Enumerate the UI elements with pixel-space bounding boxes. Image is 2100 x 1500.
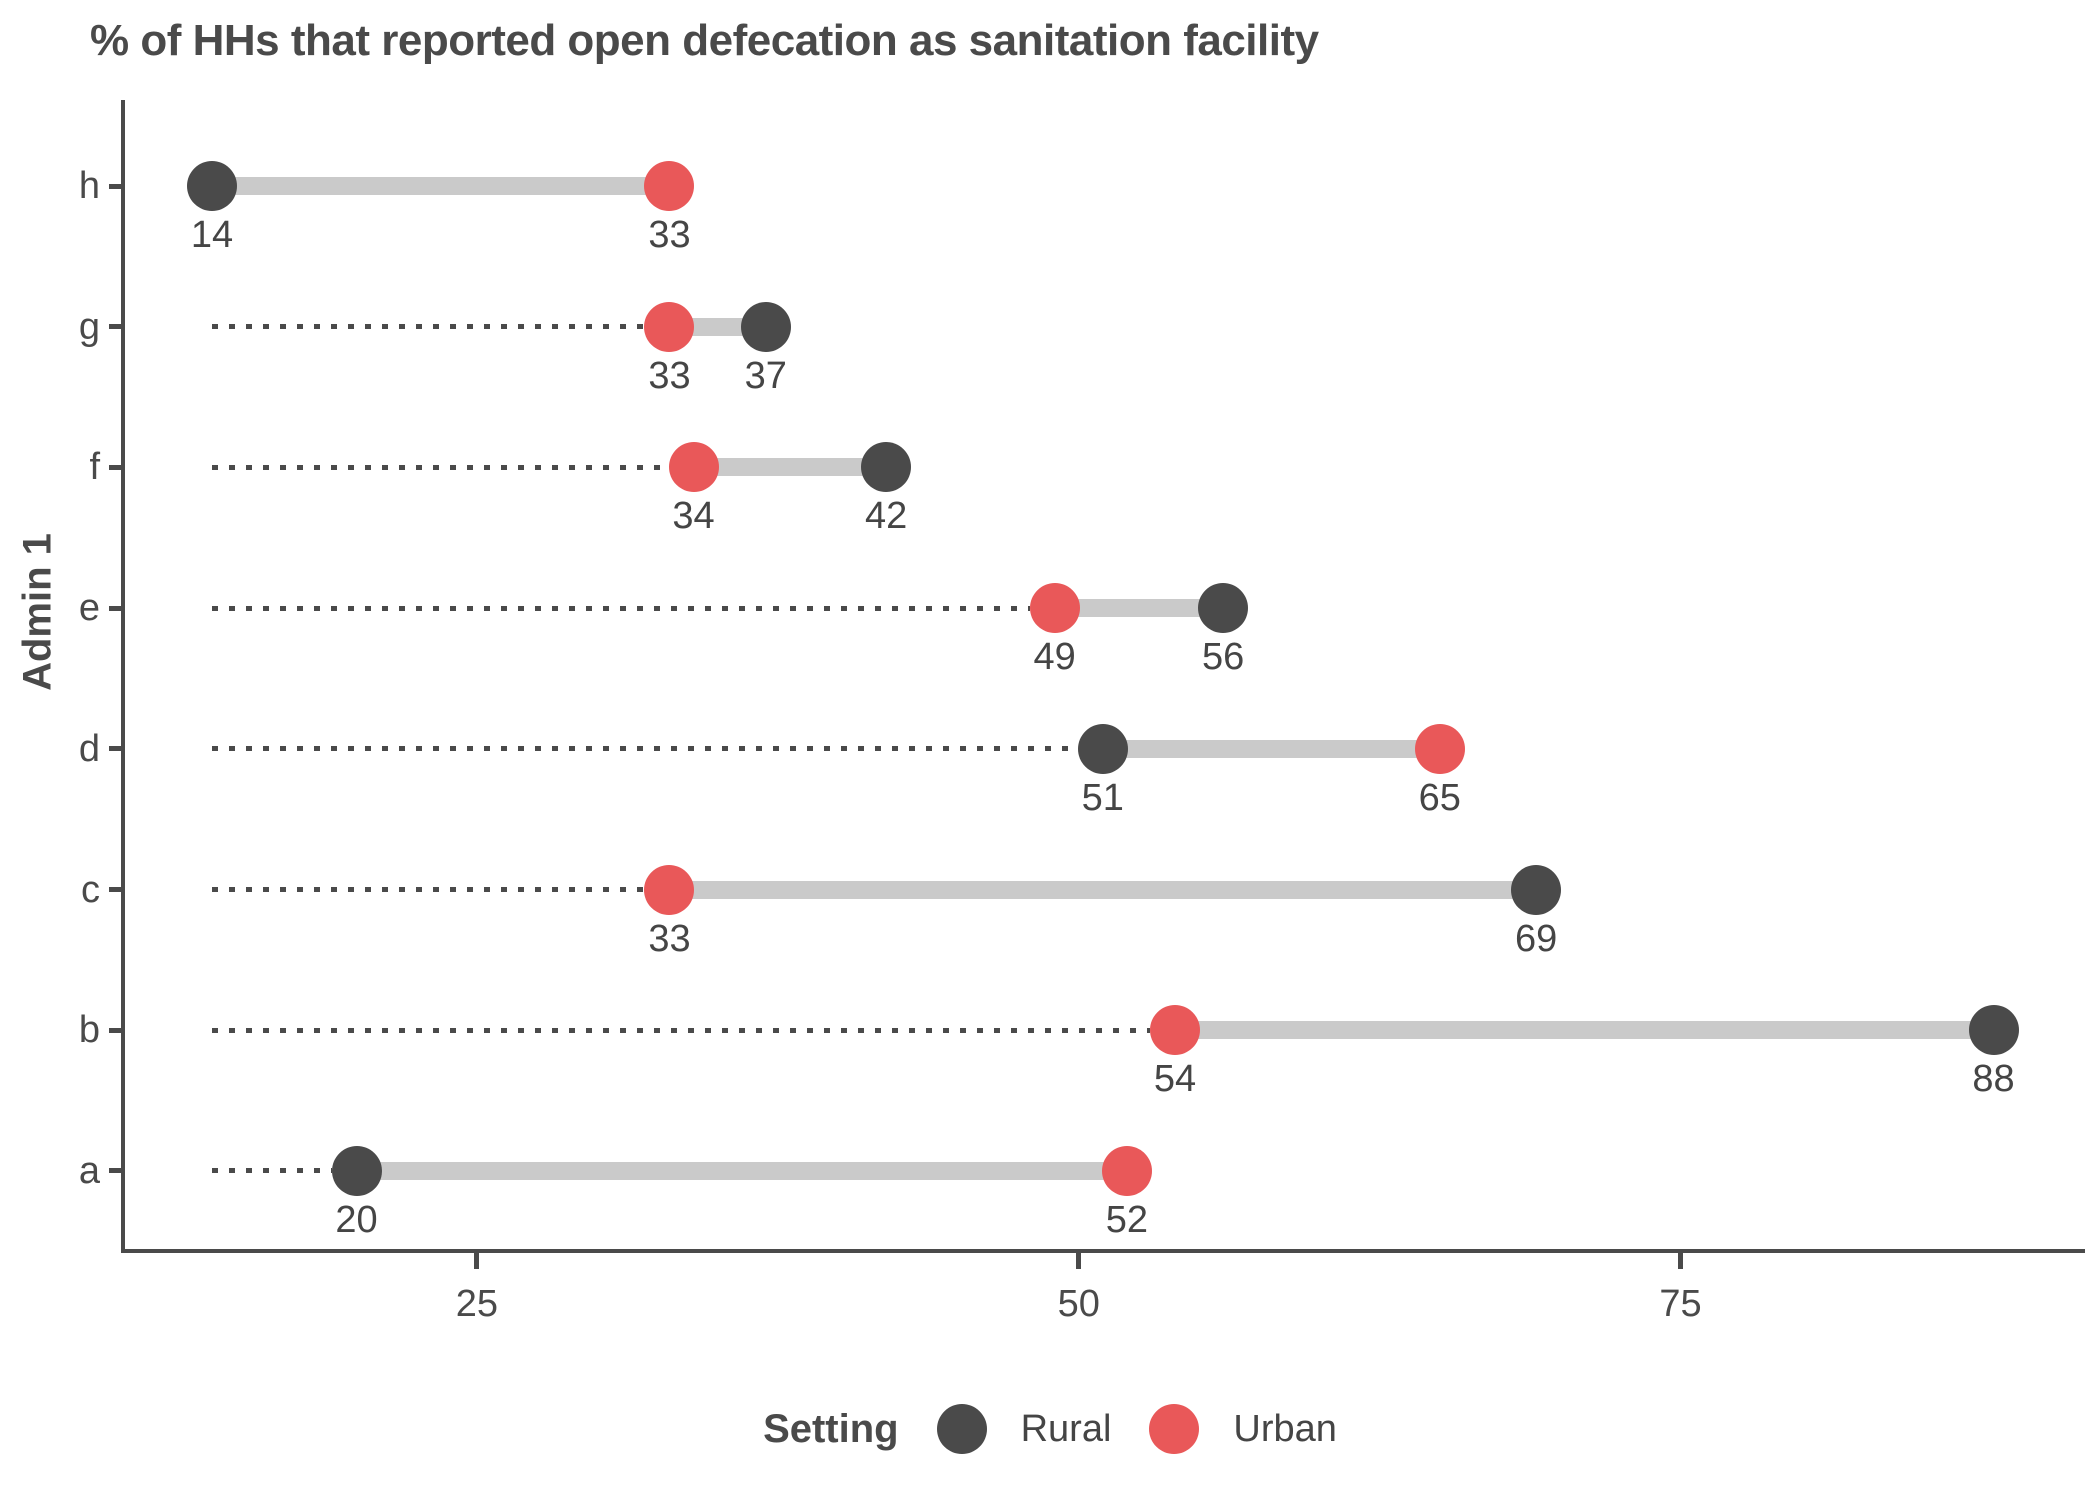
x-axis-tick-label: 25: [455, 1283, 499, 1325]
rural-value-label: 88: [1972, 1058, 2015, 1101]
urban-dot: [644, 161, 695, 211]
urban-value-label: 33: [648, 354, 691, 397]
rural-value-label: 42: [864, 495, 908, 538]
urban-value-label: 33: [648, 917, 691, 960]
rural-dot: [1198, 583, 1249, 634]
rural-value-label: 14: [190, 214, 234, 256]
leader-dotted-line: [212, 605, 1030, 611]
category-label: g: [78, 305, 100, 348]
urban-dot: [1101, 1145, 1152, 1196]
rural-dot-icon: [936, 1404, 987, 1454]
legend-title: Setting: [763, 1406, 899, 1451]
connector-bar: [356, 1161, 1127, 1180]
urban-dot: [1414, 723, 1465, 774]
y-tick: [109, 887, 123, 893]
category-label: f: [89, 446, 100, 489]
urban-value-label: 54: [1153, 1058, 1197, 1101]
leader-dotted-line: [212, 324, 645, 330]
connector-bar: [1175, 1021, 1994, 1040]
legend-item-urban: Urban: [1149, 1404, 1337, 1454]
category-label: c: [81, 868, 100, 911]
legend-item-rural: Rural: [936, 1404, 1112, 1454]
category-label: a: [78, 1149, 100, 1192]
legend-label-rural: Rural: [1020, 1407, 1112, 1450]
rural-value-label: 56: [1202, 636, 1245, 679]
urban-dot: [1150, 1005, 1201, 1056]
rural-dot: [861, 442, 912, 493]
category-label: d: [78, 727, 100, 770]
rural-dot: [1077, 723, 1128, 774]
x-axis-tick: [474, 1253, 480, 1269]
urban-value-label: 34: [672, 495, 715, 538]
leader-dotted-line: [212, 464, 669, 470]
leader-dotted-line: [212, 746, 1078, 752]
y-tick: [109, 183, 123, 189]
leader-dotted-line: [212, 1168, 332, 1174]
x-axis-tick: [1678, 1253, 1684, 1269]
rural-value-label: 37: [744, 354, 787, 397]
y-axis-line: [121, 100, 125, 1253]
leader-dotted-line: [212, 887, 645, 893]
connector-bar: [669, 880, 1537, 899]
x-axis-tick-label: 50: [1057, 1283, 1100, 1325]
connector-bar: [212, 177, 670, 195]
y-tick: [109, 464, 123, 470]
urban-dot: [644, 301, 695, 352]
x-axis-tick: [1076, 1253, 1082, 1269]
urban-value-label: 49: [1033, 636, 1076, 679]
legend: Setting Rural Urban: [0, 1404, 2100, 1454]
urban-value-label: 33: [648, 214, 691, 256]
connector-bar: [693, 458, 887, 477]
x-axis-tick-label: 75: [1659, 1283, 1702, 1325]
urban-dot: [1029, 583, 1080, 634]
urban-dot: [644, 864, 695, 915]
urban-value-label: 65: [1418, 776, 1461, 819]
urban-dot-icon: [1149, 1404, 1200, 1454]
legend-label-urban: Urban: [1233, 1407, 1337, 1450]
connector-bar: [1054, 599, 1224, 618]
category-label: h: [78, 165, 100, 207]
rural-value-label: 69: [1514, 917, 1558, 960]
connector-bar: [1102, 739, 1440, 758]
y-tick: [109, 605, 123, 611]
rural-dot: [740, 301, 791, 352]
rural-dot: [1511, 864, 1562, 915]
rural-dot: [187, 161, 238, 211]
rural-value-label: 20: [335, 1198, 378, 1241]
y-tick: [109, 324, 123, 330]
x-axis-line: [121, 1249, 2085, 1253]
y-tick: [109, 746, 123, 752]
category-label: e: [78, 587, 100, 630]
rural-dot: [1968, 1005, 2019, 1056]
urban-dot: [668, 442, 719, 493]
chart-title: % of HHs that reported open defecation a…: [90, 16, 1319, 65]
rural-value-label: 51: [1081, 776, 1124, 819]
rural-dot: [331, 1145, 382, 1196]
leader-dotted-line: [212, 1027, 1150, 1033]
category-label: b: [78, 1009, 100, 1052]
urban-value-label: 52: [1105, 1198, 1148, 1241]
y-tick: [109, 1168, 123, 1174]
y-tick: [109, 1027, 123, 1033]
